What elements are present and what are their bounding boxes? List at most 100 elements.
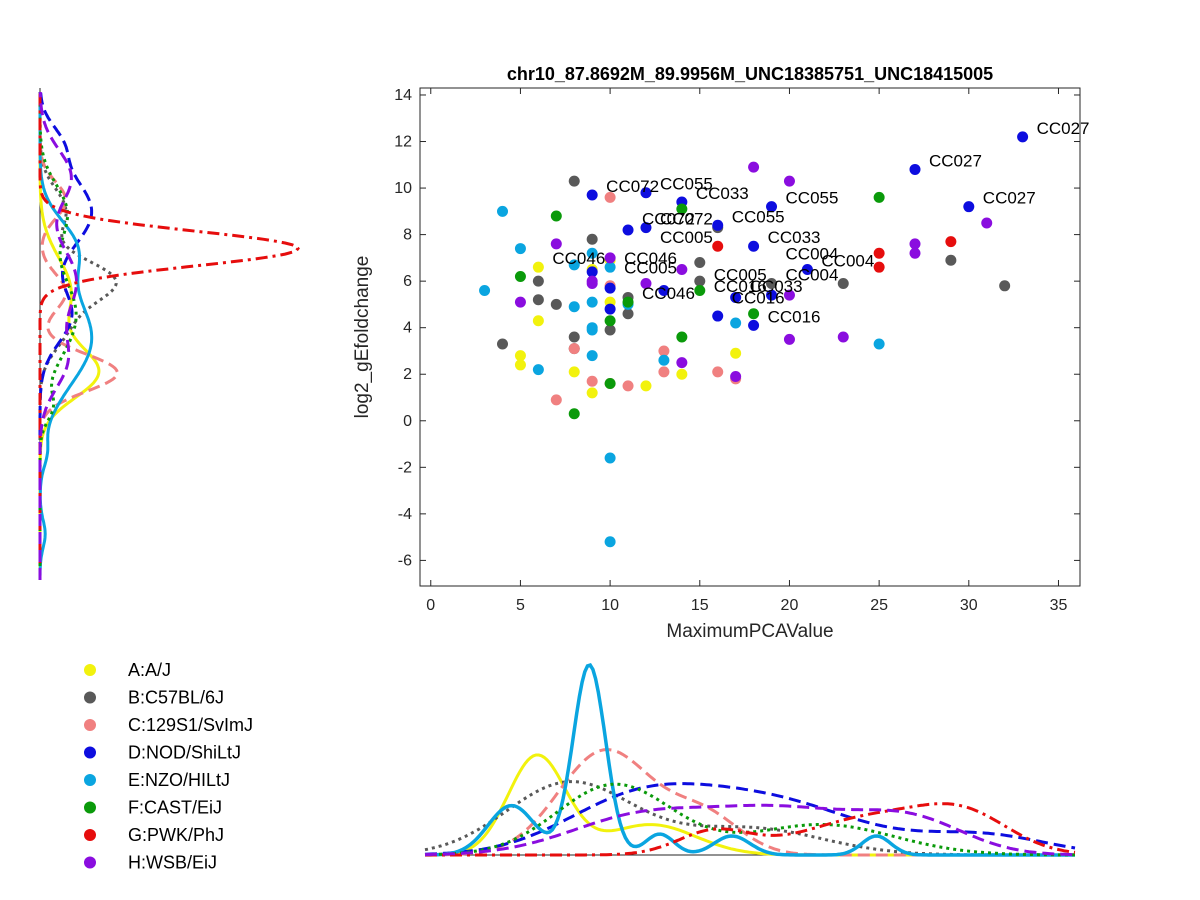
left-density-curve xyxy=(38,92,119,580)
y-tick-label: 6 xyxy=(403,273,412,290)
scatter-point xyxy=(981,217,993,229)
scatter-point xyxy=(550,298,562,310)
scatter-point xyxy=(514,243,526,255)
point-label: CC072 xyxy=(642,210,695,229)
scatter-point xyxy=(748,319,760,331)
legend-label: E:NZO/HILtJ xyxy=(128,770,230,790)
scatter-point xyxy=(694,284,706,296)
point-label: CC072 xyxy=(660,210,713,229)
scatter-point xyxy=(1017,131,1029,143)
scatter-point xyxy=(640,222,652,234)
y-tick-label: -4 xyxy=(398,506,412,523)
scatter-point xyxy=(730,291,742,303)
point-label: CC004 xyxy=(786,245,839,264)
scatter-point xyxy=(730,317,742,329)
scatter-point xyxy=(514,359,526,371)
scatter-point xyxy=(532,261,544,273)
legend-marker xyxy=(84,774,96,786)
scatter-point xyxy=(622,380,634,392)
x-tick-label: 25 xyxy=(870,597,888,614)
point-label: CC033 xyxy=(696,184,749,203)
chart-title: chr10_87.8692M_89.9956M_UNC18385751_UNC1… xyxy=(507,64,993,84)
scatter-point xyxy=(748,308,760,320)
legend-marker xyxy=(84,719,96,731)
scatter-point xyxy=(604,191,616,203)
scatter-point xyxy=(873,261,885,273)
scatter-point xyxy=(712,219,724,231)
scatter-point xyxy=(694,257,706,269)
x-ticks: 0 5 10 15 20 25 30 35 xyxy=(426,88,1067,614)
scatter-point xyxy=(801,264,813,276)
x-tick-label: 0 xyxy=(426,597,435,614)
legend-marker xyxy=(84,746,96,759)
scatter-point xyxy=(604,315,616,327)
y-tick-label: 2 xyxy=(403,366,412,383)
legend-label: F:CAST/EiJ xyxy=(128,798,222,818)
scatter-point xyxy=(586,266,598,278)
legend-label: G:PWK/PhJ xyxy=(128,825,224,845)
scatter-point xyxy=(783,333,795,345)
bottom-density-panel xyxy=(424,663,1076,857)
scatter-point xyxy=(945,236,957,248)
scatter-point xyxy=(658,354,670,366)
scatter-point xyxy=(497,205,508,217)
legend-label: A:A/J xyxy=(128,660,171,680)
x-tick-label: 30 xyxy=(960,597,978,614)
point-label: CC072 xyxy=(606,177,659,196)
y-tick-label: -6 xyxy=(398,552,412,569)
scatter-point xyxy=(586,350,598,362)
scatter-point xyxy=(604,324,616,336)
scatter-point xyxy=(532,315,544,327)
scatter-point xyxy=(712,366,724,378)
y-tick-label: 4 xyxy=(403,320,412,337)
scatter-point xyxy=(568,343,580,355)
scatter-point xyxy=(532,294,544,306)
scatter-point xyxy=(676,264,688,276)
point-label: CC016 xyxy=(768,307,821,326)
scatter-point xyxy=(640,187,652,199)
scatter-point xyxy=(873,247,885,259)
point-label: CC046 xyxy=(552,249,605,268)
scatter-point xyxy=(568,408,580,420)
scatter-point xyxy=(766,277,778,289)
point-label: CC055 xyxy=(660,175,713,194)
point-label: CC033 xyxy=(768,228,821,247)
x-tick-label: 15 xyxy=(691,597,709,614)
scatter-point xyxy=(497,338,508,350)
scatter-point xyxy=(568,175,580,187)
scatter-point xyxy=(550,238,562,250)
left-density-curve xyxy=(38,92,300,580)
left-density-curve xyxy=(38,92,94,580)
scatter-point xyxy=(676,368,688,380)
legend-label: C:129S1/SvImJ xyxy=(128,715,253,735)
scatter-point xyxy=(730,347,742,359)
scatter-point xyxy=(604,452,616,464)
scatter-point xyxy=(568,331,580,343)
legend-marker xyxy=(84,801,96,814)
y-ticks: -6 -4 -2 0 2 4 6 8 10 12 14 xyxy=(394,87,1080,569)
scatter-point xyxy=(622,296,634,308)
scatter-point xyxy=(586,233,598,245)
left-density-curve xyxy=(38,92,78,580)
point-label: CC055 xyxy=(786,189,839,208)
point-label: CC016 xyxy=(732,289,785,308)
point-label: CC033 xyxy=(750,277,803,296)
point-label: CC016 xyxy=(714,277,767,296)
scatter-point xyxy=(712,310,724,322)
scatter-point xyxy=(586,189,598,201)
scatter-point xyxy=(999,280,1011,292)
scatter-point xyxy=(568,301,580,313)
legend-marker xyxy=(84,856,96,869)
bottom-density-curve xyxy=(424,782,1075,857)
scatter-point xyxy=(748,240,760,252)
scatter-point xyxy=(730,371,742,383)
scatter-point xyxy=(550,210,562,222)
legend-marker xyxy=(84,829,96,841)
scatter-point xyxy=(604,303,616,315)
y-tick-label: 12 xyxy=(394,134,412,151)
legend-label: B:C57BL/6J xyxy=(128,688,224,708)
scatter-point xyxy=(766,289,778,301)
